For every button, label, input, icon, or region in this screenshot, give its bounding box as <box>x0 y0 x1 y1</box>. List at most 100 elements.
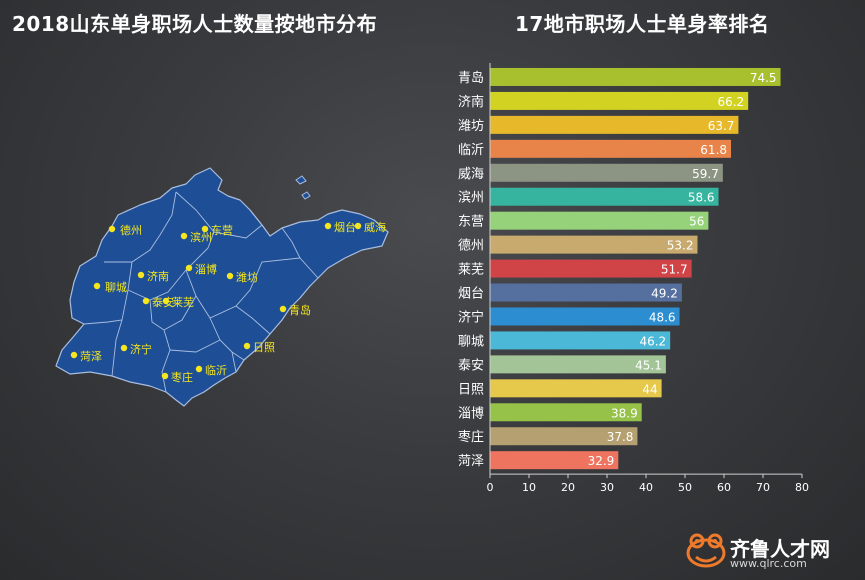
city-dot <box>201 225 209 233</box>
city-dot <box>195 365 203 373</box>
bar-value-label: 74.5 <box>750 71 777 85</box>
category-label: 烟台 <box>458 287 484 302</box>
category-label: 德州 <box>458 239 484 254</box>
city-dot <box>185 264 193 272</box>
bar-value-label: 46.2 <box>639 334 666 348</box>
city-label: 威海 <box>364 220 386 234</box>
city-dot <box>70 351 78 359</box>
category-label: 济南 <box>458 94 484 110</box>
watermark-url: www.qlrc.com <box>730 557 807 570</box>
bar <box>490 211 709 230</box>
city-label: 菏泽 <box>80 350 102 363</box>
x-tick-label: 0 <box>487 481 494 494</box>
category-label: 莱芜 <box>458 263 484 278</box>
map-island-1 <box>295 175 307 185</box>
bar <box>490 163 723 182</box>
city-label: 德州 <box>120 223 142 237</box>
bar <box>490 115 739 134</box>
city-dot <box>120 344 128 352</box>
city-label: 淄博 <box>195 263 217 276</box>
bar <box>490 187 719 206</box>
bar-value-label: 45.1 <box>635 358 662 372</box>
city-label: 烟台 <box>334 220 356 234</box>
city-dot <box>279 305 287 313</box>
city-label: 滨州 <box>190 230 212 244</box>
bar-value-label: 61.8 <box>700 143 727 157</box>
city-dot <box>93 282 101 290</box>
bar <box>490 331 671 350</box>
bar-value-label: 66.2 <box>717 95 744 109</box>
x-tick-label: 60 <box>717 481 731 494</box>
bar <box>490 235 698 254</box>
city-dot <box>324 222 332 230</box>
bar <box>490 67 781 86</box>
category-label: 枣庄 <box>458 429 484 445</box>
city-label: 青岛 <box>289 303 311 317</box>
bar-value-label: 56 <box>689 215 704 229</box>
city-label: 潍坊 <box>236 270 258 284</box>
category-label: 东营 <box>458 215 484 230</box>
city-dot <box>108 225 116 233</box>
city-label: 聊城 <box>105 280 127 294</box>
category-label: 泰安 <box>458 358 484 373</box>
bar-value-label: 59.7 <box>692 167 719 181</box>
category-label: 临沂 <box>458 143 484 158</box>
city-dot <box>354 222 362 230</box>
city-dot <box>243 342 251 350</box>
bar <box>490 91 749 110</box>
map-land <box>55 167 389 407</box>
x-tick-label: 50 <box>678 481 692 494</box>
bar <box>490 139 732 158</box>
bar <box>490 427 638 446</box>
bar-value-label: 32.9 <box>588 454 615 468</box>
city-label: 济南 <box>147 269 169 283</box>
city-label: 枣庄 <box>171 370 193 384</box>
bar-value-label: 48.6 <box>649 310 676 324</box>
bar-value-label: 58.6 <box>688 191 715 205</box>
x-tick-label: 80 <box>795 481 809 494</box>
city-dot <box>137 271 145 279</box>
city-label: 东营 <box>211 223 233 237</box>
city-dot <box>180 232 188 240</box>
bar <box>490 451 619 470</box>
city-label: 临沂 <box>205 363 227 377</box>
watermark-name: 齐鲁人才网 <box>730 537 830 561</box>
map-borders <box>83 191 319 393</box>
bar-value-label: 63.7 <box>708 119 735 133</box>
city-dot <box>142 297 150 305</box>
category-label: 济宁 <box>458 309 484 325</box>
bar <box>490 355 666 374</box>
bar-value-label: 37.8 <box>607 430 634 444</box>
category-label: 聊城 <box>458 334 484 349</box>
category-label: 威海 <box>458 167 484 182</box>
x-tick-label: 70 <box>756 481 770 494</box>
bar <box>490 379 662 398</box>
bar <box>490 307 680 326</box>
category-label: 潍坊 <box>458 119 484 134</box>
map-title: 2018山东单身职场人士数量按地市分布 <box>12 12 378 36</box>
city-label: 莱芜 <box>172 295 194 309</box>
frog-logo-icon <box>686 533 726 568</box>
city-dot <box>161 372 169 380</box>
category-label: 淄博 <box>458 406 484 421</box>
category-label: 滨州 <box>458 190 484 206</box>
bar <box>490 403 642 422</box>
bar <box>490 259 692 278</box>
chart-title: 17地市职场人士单身率排名 <box>515 12 770 36</box>
x-tick-label: 20 <box>561 481 575 494</box>
watermark: 齐鲁人才网 www.qlrc.com <box>686 527 856 573</box>
x-tick-label: 10 <box>522 481 536 494</box>
x-tick-label: 30 <box>600 481 614 494</box>
category-label: 青岛 <box>458 70 484 86</box>
bar-value-label: 49.2 <box>651 287 678 301</box>
city-dot <box>162 297 170 305</box>
category-label: 菏泽 <box>458 454 484 469</box>
bar-value-label: 53.2 <box>667 239 694 253</box>
bar-value-label: 44 <box>642 382 657 396</box>
x-tick-label: 40 <box>639 481 653 494</box>
category-label: 日照 <box>458 382 484 397</box>
map-island-2 <box>301 191 311 200</box>
city-label: 济宁 <box>130 342 152 356</box>
